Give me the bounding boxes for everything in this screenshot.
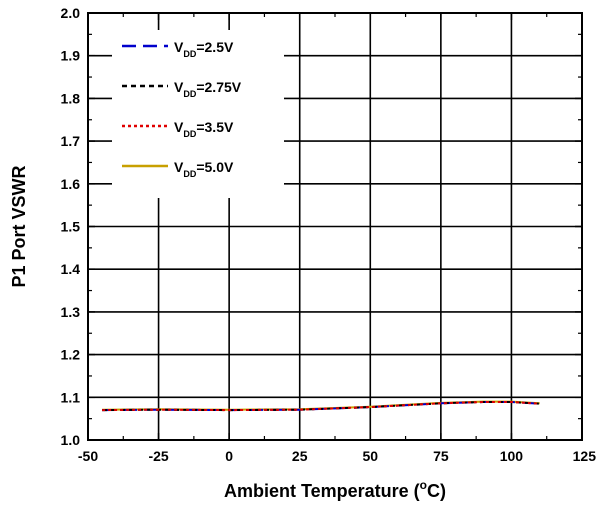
x-tick-label: -50 — [78, 448, 98, 464]
legend-label-rest: =3.5V — [196, 119, 234, 135]
x-axis-title-text: Ambient Temperature — [224, 481, 409, 501]
x-tick-label: -25 — [148, 448, 168, 464]
legend-label-sub: DD — [183, 49, 196, 59]
legend-label-0: VDD=2.5V — [174, 39, 234, 59]
y-tick-label: 1.6 — [61, 176, 81, 192]
x-axis-title-unit-sup: o — [420, 478, 427, 492]
legend-label-main: V — [174, 119, 184, 135]
x-axis-title-unit-close: C) — [427, 481, 446, 501]
x-tick-label: 125 — [573, 448, 597, 464]
x-axis-title-unit-open: ( — [409, 481, 420, 501]
legend-label-sub: DD — [183, 89, 196, 99]
legend-label-main: V — [174, 159, 184, 175]
legend-label-main: V — [174, 79, 184, 95]
plot-frame — [87, 12, 583, 441]
legend-label-rest: =2.5V — [196, 39, 234, 55]
legend-label-rest: =2.75V — [196, 79, 241, 95]
series-line-1 — [102, 401, 540, 412]
legend-background — [112, 30, 284, 198]
legend-label-rest: =5.0V — [196, 159, 234, 175]
y-tick-label: 1.2 — [61, 347, 81, 363]
x-tick-label: 25 — [292, 448, 308, 464]
legend-label-1: VDD=2.75V — [174, 79, 242, 99]
legend-label-main: V — [174, 39, 184, 55]
series-group — [102, 400, 540, 412]
legend-label-sub: DD — [183, 129, 196, 139]
legend-label-3: VDD=5.0V — [174, 159, 234, 179]
x-tick-label: 75 — [433, 448, 449, 464]
y-tick-label: 1.1 — [61, 389, 81, 405]
x-axis-title: Ambient Temperature (oC) — [224, 478, 446, 501]
y-tick-label: 1.9 — [61, 48, 81, 64]
legend-label-sub: DD — [183, 169, 196, 179]
y-tick-label: 1.0 — [61, 432, 81, 448]
y-tick-label: 1.4 — [61, 261, 81, 277]
legend-label-2: VDD=3.5V — [174, 119, 234, 139]
x-tick-label: 100 — [500, 448, 524, 464]
y-tick-label: 1.3 — [61, 304, 81, 320]
y-tick-label: 1.7 — [61, 133, 81, 149]
series-line-2 — [102, 401, 540, 412]
x-tick-label: 0 — [225, 448, 233, 464]
y-tick-label: 2.0 — [61, 5, 81, 21]
y-tick-label: 1.8 — [61, 90, 81, 106]
grid — [88, 13, 582, 440]
y-axis-title: P1 Port VSWR — [9, 165, 29, 287]
x-tick-label: 50 — [362, 448, 378, 464]
tick-labels: -50 -25 0 25 50 75 100 125 1.0 1.1 1.2 1.3 1.4 1.5 1.6… — [61, 5, 597, 464]
ticks — [87, 12, 583, 441]
y-tick-label: 1.5 — [61, 219, 81, 235]
